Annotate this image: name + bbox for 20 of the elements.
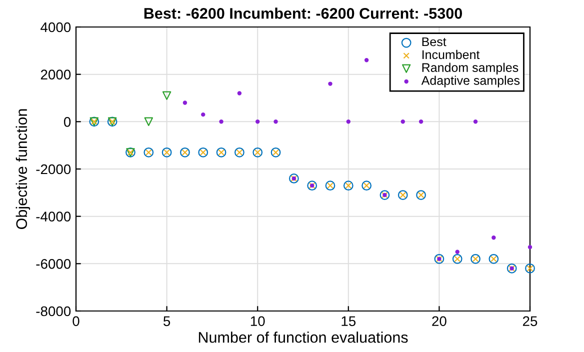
legend-label: Incumbent bbox=[422, 50, 480, 60]
legend-label: Random samples bbox=[422, 62, 518, 74]
x-tick-label: 25 bbox=[522, 316, 538, 326]
x-tick-label: 20 bbox=[432, 316, 446, 326]
x-tick-label: 10 bbox=[250, 316, 265, 326]
chart-title: Best: -6200 Incumbent: -6200 Current: -5300 bbox=[144, 8, 462, 19]
legend-label: Adaptive samples bbox=[421, 76, 520, 88]
x-tick-label: 15 bbox=[342, 316, 356, 326]
x-tick-label: 5 bbox=[163, 316, 170, 326]
legend-label: Best bbox=[422, 37, 446, 46]
y-tick-label: 4000 bbox=[40, 22, 71, 32]
y-tick-label: 2000 bbox=[40, 70, 71, 80]
y-axis-title: Objective function bbox=[16, 109, 30, 229]
y-tick-label: -6000 bbox=[36, 259, 71, 269]
x-tick-label: 0 bbox=[72, 316, 80, 326]
y-tick-label: -4000 bbox=[36, 212, 71, 222]
x-axis-title: Number of function evaluations bbox=[198, 332, 408, 343]
y-tick-label: 0 bbox=[64, 117, 71, 127]
y-tick-label: -8000 bbox=[36, 306, 71, 316]
y-tick-label: -2000 bbox=[36, 164, 71, 174]
